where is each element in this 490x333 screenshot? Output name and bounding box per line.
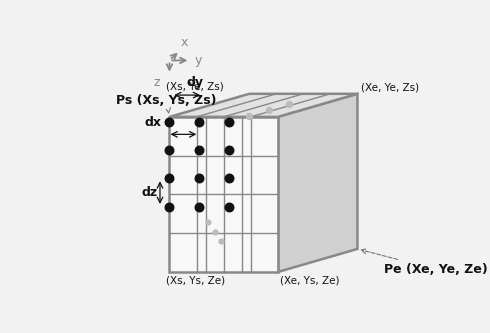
Point xyxy=(166,204,173,209)
Text: (Xs, Ys, Ze): (Xs, Ys, Ze) xyxy=(166,276,225,286)
Polygon shape xyxy=(170,94,357,117)
Point xyxy=(225,147,233,153)
Point xyxy=(211,229,219,234)
Point xyxy=(225,176,233,181)
Point xyxy=(285,102,293,107)
Text: (Xs, Ye, Zs): (Xs, Ye, Zs) xyxy=(166,82,223,92)
Point xyxy=(196,204,203,209)
Point xyxy=(225,119,233,124)
Point xyxy=(166,147,173,153)
Point xyxy=(218,238,225,244)
Text: z: z xyxy=(153,76,160,89)
Text: (Xe, Ys, Ze): (Xe, Ys, Ze) xyxy=(280,276,339,286)
Point xyxy=(166,119,173,124)
Text: y: y xyxy=(195,54,202,67)
Point xyxy=(245,113,253,119)
Text: x: x xyxy=(181,36,188,49)
Point xyxy=(166,176,173,181)
Polygon shape xyxy=(278,94,357,272)
Point xyxy=(265,107,273,113)
Text: Ps (Xs, Ys, Zs): Ps (Xs, Ys, Zs) xyxy=(116,94,217,113)
Text: (Xe, Ye, Zs): (Xe, Ye, Zs) xyxy=(361,83,419,93)
Polygon shape xyxy=(170,117,278,272)
Text: Pe (Xe, Ye, Ze): Pe (Xe, Ye, Ze) xyxy=(361,249,488,276)
Point xyxy=(196,176,203,181)
Point xyxy=(196,147,203,153)
Point xyxy=(196,119,203,124)
Point xyxy=(204,220,212,225)
Point xyxy=(225,204,233,209)
Text: dz: dz xyxy=(142,186,158,199)
Text: dy: dy xyxy=(186,76,203,89)
Text: dx: dx xyxy=(145,116,162,129)
